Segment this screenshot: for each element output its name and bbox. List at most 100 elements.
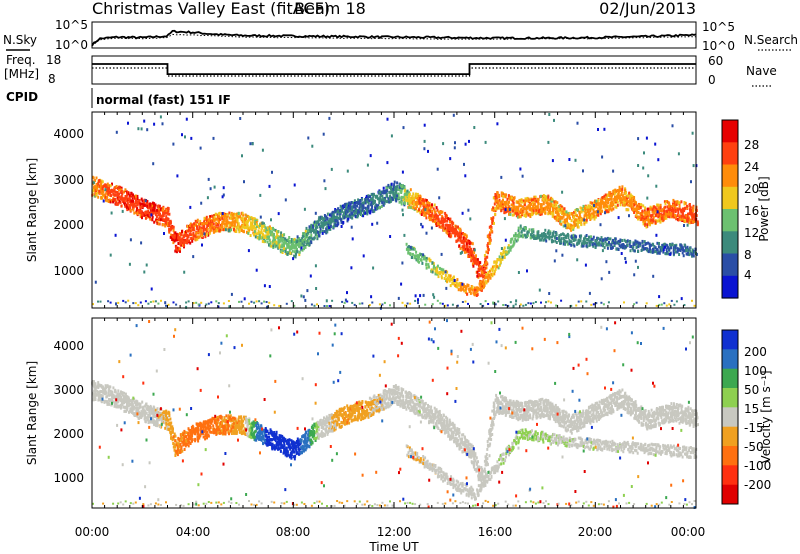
power-cell (102, 199, 105, 203)
power-cell (315, 287, 318, 290)
power-cell (132, 202, 134, 206)
power-cell (662, 250, 665, 254)
power-cell (644, 213, 647, 217)
power-cell (498, 198, 501, 202)
power-cell (671, 124, 674, 128)
power-cell (386, 117, 389, 121)
power-cell (442, 142, 445, 146)
power-cell (421, 211, 424, 215)
power-cell (184, 135, 186, 139)
power-cell (174, 231, 177, 235)
noise-sky-label: N.Sky (3, 33, 37, 47)
power-cell (110, 194, 112, 198)
power-cell (364, 206, 367, 210)
power-cell (298, 253, 301, 257)
power-cell (348, 213, 351, 217)
power-cell (149, 202, 152, 206)
power-cell (418, 201, 421, 205)
power-cell (682, 217, 685, 221)
power-cell (502, 194, 505, 198)
power-cell (472, 254, 474, 258)
power-cell (611, 246, 614, 249)
power-cell (496, 265, 499, 269)
power-cell (167, 209, 170, 213)
power-cell (313, 236, 316, 240)
power-cell (661, 248, 663, 252)
power-cell (530, 198, 533, 202)
power-cell (149, 217, 152, 221)
power-cell (216, 229, 219, 233)
power-cell (344, 211, 347, 215)
power-cell (573, 210, 576, 214)
power-cell (384, 199, 387, 203)
power-cell (424, 208, 427, 212)
velocity-cell (94, 389, 97, 392)
power-cell (93, 194, 96, 198)
power-cell (332, 210, 335, 214)
power-cell (337, 216, 340, 220)
power-cell (579, 206, 582, 210)
power-cell (633, 211, 636, 214)
noise-search-label: N.Search (744, 33, 798, 47)
power-cell (667, 208, 670, 212)
power-cell (510, 207, 513, 211)
power-cell (251, 226, 254, 229)
power-cell (189, 229, 192, 233)
power-cell (302, 243, 305, 247)
power-cell (487, 303, 490, 305)
power-cell (272, 228, 275, 232)
power-cell (258, 234, 261, 238)
power-cell (482, 304, 485, 307)
power-cell (162, 219, 165, 222)
power-cell (434, 272, 437, 276)
power-cell (303, 238, 306, 242)
power-cell (426, 201, 429, 204)
power-cell (619, 238, 622, 242)
power-cell (593, 214, 596, 218)
power-cell (447, 274, 450, 278)
power-cell (310, 229, 312, 233)
power-cell (409, 302, 412, 305)
power-cell (280, 231, 283, 235)
power-cell (684, 206, 686, 210)
power-cell (215, 300, 218, 303)
power-cell (141, 199, 144, 203)
power-colorbar-segment (722, 120, 738, 143)
power-cell (604, 237, 607, 241)
power-cell (408, 245, 410, 249)
power-cell (574, 238, 577, 242)
power-cell (511, 199, 514, 203)
power-cell (187, 300, 190, 303)
power-cell (472, 291, 475, 295)
power-cell (115, 302, 117, 306)
power-cell (644, 217, 647, 221)
power-cell (316, 234, 319, 238)
power-cell (266, 240, 269, 244)
power-cell (683, 243, 686, 247)
power-cell (286, 244, 289, 248)
power-cell (376, 221, 379, 225)
power-cell (604, 200, 607, 203)
power-cell (457, 288, 460, 292)
power-cell (552, 232, 555, 236)
power-cell (224, 214, 226, 218)
power-cell (694, 247, 697, 251)
power-cell (638, 215, 641, 219)
power-cell (681, 207, 684, 211)
velocity-cell (104, 386, 107, 390)
power-cell (509, 197, 512, 201)
power-cell (416, 195, 418, 199)
power-cell (664, 205, 667, 209)
power-cell (296, 247, 298, 251)
power-cell (236, 216, 238, 220)
power-cell (126, 198, 129, 202)
power-cell (451, 278, 454, 282)
power-cell (558, 204, 561, 208)
power-cell (392, 187, 395, 191)
power-cell (539, 238, 542, 242)
power-cell (231, 222, 234, 226)
power-cell (451, 223, 454, 227)
power-cell (606, 246, 609, 250)
power-cell (521, 233, 524, 237)
power-cell (674, 245, 677, 248)
